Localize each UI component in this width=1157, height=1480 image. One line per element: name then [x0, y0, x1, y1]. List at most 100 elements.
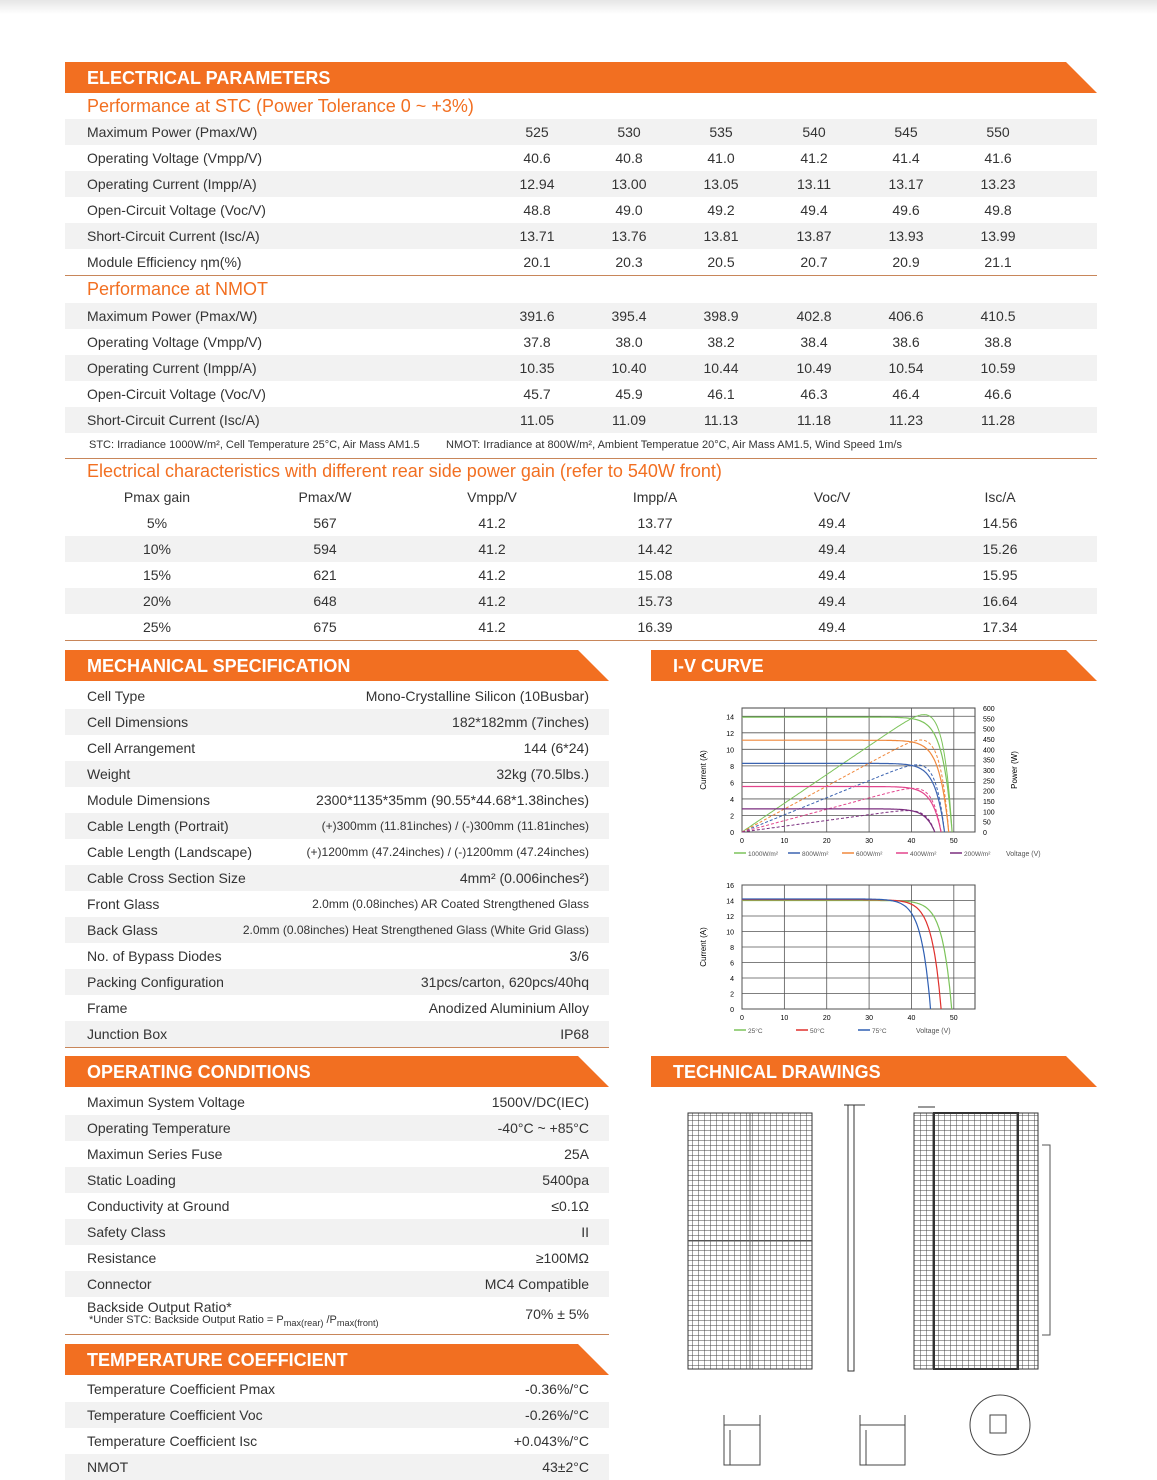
row-value: 45.9 — [615, 386, 643, 402]
row-value: 13.81 — [703, 228, 739, 244]
mechanical-row: Back Glass 2.0mm (0.08inches) Heat Streng… — [65, 917, 609, 943]
row-value: (+)1200mm (47.24inches) / (-)1200mm (47.… — [306, 845, 589, 859]
row-value: 2.0mm (0.08inches) Heat Strengthened Gla… — [242, 923, 589, 937]
stc-row: Operating Current (Impp/A) 12.94 13.00 13.0… — [65, 171, 1097, 197]
row-value: 13.11 — [797, 176, 831, 192]
power-curve-4 — [741, 810, 936, 833]
y-tick-label: 14 — [726, 714, 734, 721]
mechanical-row: Front Glass 2.0mm (0.08inches) AR Coated … — [65, 891, 609, 917]
y2-tick-label: 600 — [983, 706, 995, 713]
back-view-drawing — [913, 1106, 1051, 1370]
legend-label: 1000W/m² — [748, 851, 779, 858]
divider — [65, 458, 1097, 459]
row-value: 5400pa — [542, 1172, 589, 1188]
y-tick-label: 0 — [730, 830, 734, 837]
row-value: 48.8 — [523, 202, 551, 218]
row-value: 17.34 — [982, 619, 1018, 635]
y-tick-label: 4 — [730, 976, 734, 983]
row-value: 40.6 — [523, 150, 551, 166]
row-label: Operating Current (Impp/A) — [87, 176, 257, 192]
row-value: 41.2 — [478, 593, 506, 609]
row-value: 675 — [313, 619, 337, 635]
y-tick-label: 10 — [726, 747, 734, 754]
row-label: No. of Bypass Diodes — [87, 948, 222, 964]
row-value: 20.9 — [892, 254, 920, 270]
x-tick-label: 50 — [950, 838, 958, 845]
y2-tick-label: 350 — [983, 758, 995, 765]
row-label: Maximun System Voltage — [87, 1094, 245, 1110]
row-value: 11.13 — [704, 412, 738, 428]
row-value: 10.54 — [888, 360, 924, 376]
row-value: 49.6 — [892, 202, 920, 218]
row-value: 144 (6*24) — [523, 740, 589, 756]
row-label: Open-Circuit Voltage (Voc/V) — [87, 386, 266, 402]
stc-row: Maximum Power (Pmax/W) 525 530 535 540 545 550 — [65, 119, 1097, 145]
row-value: -40°C ~ +85°C — [497, 1120, 589, 1136]
row-value: II — [581, 1224, 589, 1240]
row-value: 41.6 — [984, 150, 1012, 166]
row-value: MC4 Compatible — [484, 1276, 589, 1292]
row-label: Cell Arrangement — [87, 740, 196, 756]
y-tick-label: 6 — [730, 961, 734, 968]
nmot-row: Maximum Power (Pmax/W) 391.6 395.4 398.9 402… — [65, 303, 1097, 329]
row-value: -0.26%/°C — [525, 1407, 589, 1423]
backside-ratio-row: Backside Output Ratio* *Under STC: Backs… — [65, 1296, 609, 1334]
y-tick-label: 2 — [730, 992, 734, 999]
row-value: 13.71 — [519, 228, 555, 244]
iv-curve-0 — [742, 716, 953, 833]
column-header: Pmax/W — [298, 489, 352, 505]
stc-row: Module Efficiency ηm(%) 20.1 20.3 20.5 20.7 2… — [65, 249, 1097, 275]
mechanical-row: Packing Configuration 31pcs/carton, 620pc… — [65, 969, 609, 995]
row-value: 10.44 — [703, 360, 739, 376]
iv-curve-2 — [742, 898, 932, 1010]
row-label: Weight — [87, 766, 131, 782]
row-value: 1500V/DC(IEC) — [491, 1094, 589, 1110]
row-value: 41.0 — [707, 150, 735, 166]
front-view-drawing — [687, 1112, 813, 1370]
row-value: 49.4 — [818, 593, 846, 609]
row-value: 13.93 — [888, 228, 924, 244]
row-label: Cable Cross Section Size — [87, 870, 246, 886]
row-value: Mono-Crystalline Silicon (10Busbar) — [365, 688, 589, 704]
row-label: Maximum Power (Pmax/W) — [87, 124, 258, 140]
rear-row: 20% 648 41.2 15.73 49.4 16.64 — [65, 588, 1097, 614]
stc-title: Performance at STC (Power Tolerance 0 ~ … — [87, 96, 474, 116]
row-value: 648 — [313, 593, 337, 609]
row-value: 550 — [986, 124, 1010, 140]
row-value: 38.6 — [892, 334, 920, 350]
x-tick-label: 10 — [780, 838, 788, 845]
row-label: Temperature Coefficient Voc — [87, 1407, 263, 1423]
technical-drawings-header: TECHNICAL DRAWINGS — [651, 1056, 1097, 1087]
legend-label: 25°C — [748, 1027, 763, 1035]
legend-label: 50°C — [810, 1027, 825, 1035]
row-value: 4mm² (0.006inches²) — [459, 870, 589, 886]
rear-row: 5% 567 41.2 13.77 49.4 14.56 — [65, 510, 1097, 536]
row-label: Temperature Coefficient Isc — [87, 1433, 258, 1449]
row-label: Operating Voltage (Vmpp/V) — [87, 334, 263, 350]
row-label: Module Dimensions — [87, 792, 210, 808]
temperature-row: Temperature Coefficient Isc +0.043%/°C — [65, 1428, 609, 1454]
operating-header: OPERATING CONDITIONS — [65, 1056, 609, 1087]
row-value: 530 — [617, 124, 641, 140]
mechanical-row: Cell Type Mono-Crystalline Silicon (10Bus… — [65, 683, 609, 709]
y-axis-label: Current (A) — [699, 927, 708, 967]
x-tick-label: 20 — [823, 1015, 831, 1022]
legend-label: 400W/m² — [910, 851, 937, 858]
row-value: 182*182mm (7inches) — [452, 714, 589, 730]
row-value: 25% — [142, 619, 172, 635]
row-value: 10.40 — [611, 360, 647, 376]
row-value: 594 — [313, 541, 337, 557]
row-value: 43±2°C — [542, 1459, 589, 1475]
row-value: 410.5 — [980, 308, 1016, 324]
row-label: Short-Circuit Current (Isc/A) — [87, 228, 260, 244]
row-value: 38.2 — [707, 334, 735, 350]
mechanical-row: Module Dimensions 2300*1135*35mm (90.55*4… — [65, 787, 609, 813]
row-value: 525 — [525, 124, 549, 140]
row-label: Cell Type — [87, 688, 146, 704]
row-label: Cable Length (Landscape) — [87, 844, 253, 860]
column-header: Impp/A — [632, 489, 678, 505]
y2-tick-label: 550 — [983, 716, 995, 723]
row-value: 15.26 — [982, 541, 1018, 557]
nmot-note: NMOT: Irradiance at 800W/m², Ambient Tem… — [446, 439, 902, 451]
y-tick-label: 2 — [730, 813, 734, 820]
